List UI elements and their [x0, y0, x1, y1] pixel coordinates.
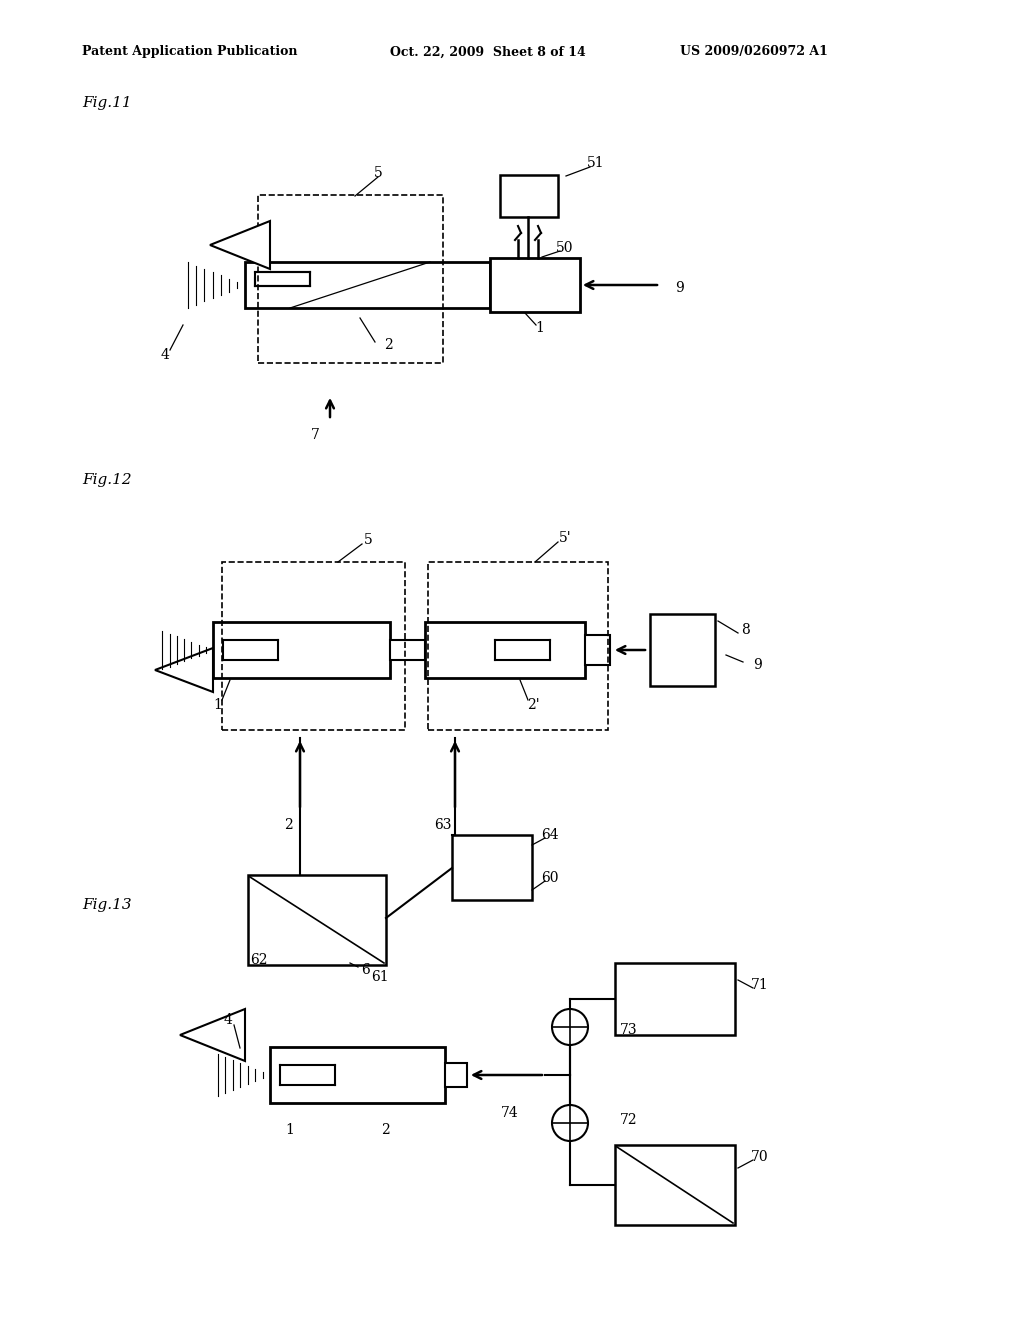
Text: US 2009/0260972 A1: US 2009/0260972 A1	[680, 45, 827, 58]
Text: 2: 2	[384, 338, 392, 352]
Text: 9: 9	[676, 281, 684, 294]
Text: Fig.13: Fig.13	[82, 898, 132, 912]
Text: 5': 5'	[559, 531, 571, 545]
Text: 71: 71	[752, 978, 769, 993]
Text: 6: 6	[360, 964, 370, 977]
Bar	[255, 272, 310, 286]
Bar	[428, 562, 608, 730]
Bar	[425, 622, 585, 678]
Bar	[248, 875, 386, 965]
Text: 72: 72	[620, 1113, 638, 1127]
Text: 62: 62	[250, 953, 267, 968]
Bar	[270, 1047, 445, 1104]
Text: 5: 5	[364, 533, 373, 546]
Text: Patent Application Publication: Patent Application Publication	[82, 45, 298, 58]
Text: 63: 63	[434, 818, 452, 832]
Bar	[258, 195, 443, 363]
Text: 4: 4	[223, 1012, 232, 1027]
Text: 9: 9	[754, 657, 763, 672]
Bar	[585, 635, 610, 665]
Text: 4: 4	[161, 348, 169, 362]
Text: 73: 73	[620, 1023, 638, 1038]
Text: 1: 1	[214, 698, 222, 711]
Text: 74: 74	[501, 1106, 519, 1119]
Text: 1: 1	[536, 321, 545, 335]
Text: 8: 8	[740, 623, 750, 638]
Text: 7: 7	[310, 428, 319, 442]
Polygon shape	[155, 648, 213, 692]
Text: 64: 64	[542, 828, 559, 842]
Bar	[445, 1063, 467, 1086]
Text: 2': 2'	[526, 698, 540, 711]
Bar	[650, 614, 715, 686]
Bar	[390, 640, 425, 660]
Bar	[490, 257, 580, 312]
Bar	[615, 1144, 735, 1225]
Text: 1: 1	[286, 1123, 295, 1137]
Text: Oct. 22, 2009  Sheet 8 of 14: Oct. 22, 2009 Sheet 8 of 14	[390, 45, 586, 58]
Text: 51: 51	[587, 156, 605, 170]
Text: 61: 61	[371, 970, 389, 983]
Text: 60: 60	[542, 871, 559, 884]
Text: Fig.11: Fig.11	[82, 96, 132, 110]
Bar	[245, 261, 490, 308]
Bar	[615, 964, 735, 1035]
Text: Fig.12: Fig.12	[82, 473, 132, 487]
Text: 2: 2	[284, 818, 293, 832]
Text: 5: 5	[374, 166, 382, 180]
Polygon shape	[210, 220, 270, 269]
Polygon shape	[180, 1008, 245, 1061]
Text: 50: 50	[556, 242, 573, 255]
Bar	[213, 622, 390, 678]
Bar	[452, 836, 532, 900]
Bar	[500, 176, 558, 216]
Bar	[222, 562, 406, 730]
Text: 2: 2	[381, 1123, 389, 1137]
Text: 70: 70	[752, 1150, 769, 1164]
